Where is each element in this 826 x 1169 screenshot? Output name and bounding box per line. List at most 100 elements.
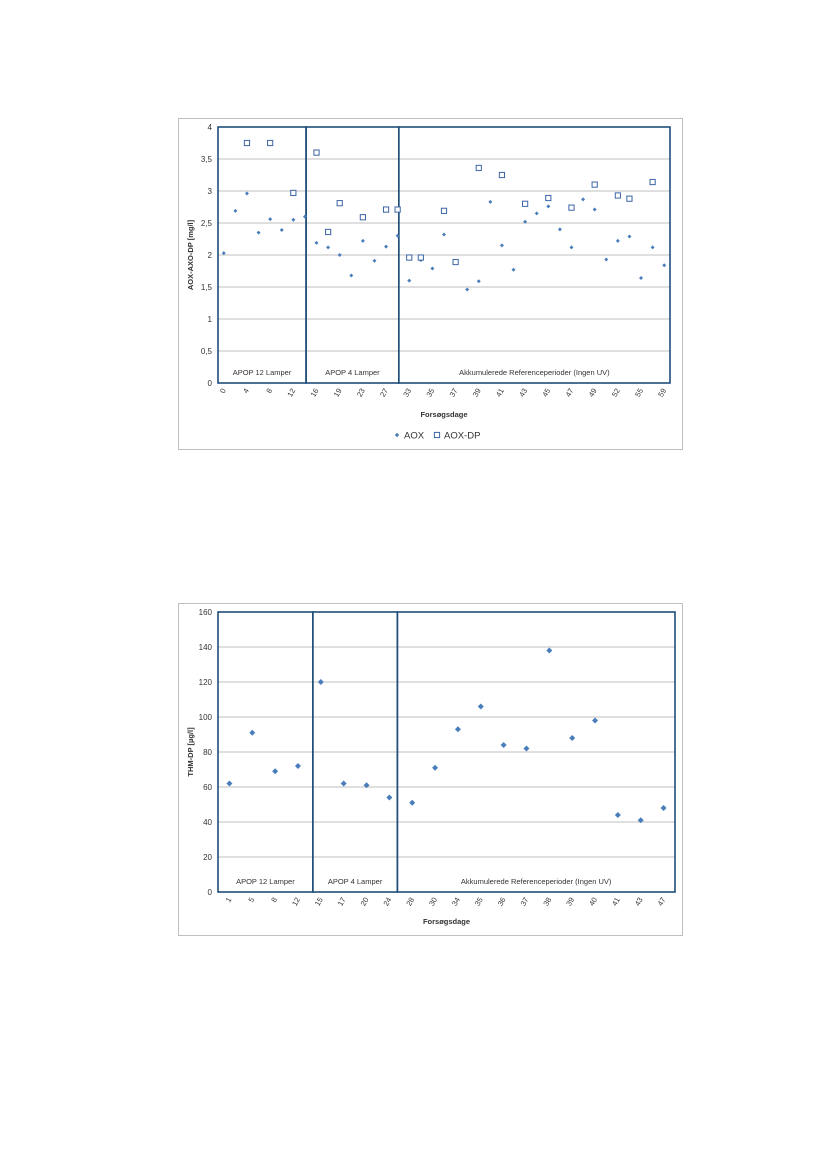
- legend-marker-aox-dp: [433, 431, 441, 439]
- data-point-aox: [569, 245, 574, 250]
- legend-label: AOX-DP: [444, 431, 480, 442]
- region-label: Akkumulerede Referenceperioder (Ingen UV…: [459, 368, 610, 377]
- x-tick-label: 43: [633, 896, 645, 908]
- data-point-thm-dp: [363, 782, 370, 789]
- data-point-aox: [511, 267, 516, 272]
- data-point-aox: [302, 214, 307, 219]
- legend-label: AOX: [404, 431, 425, 442]
- data-point-thm-dp: [477, 703, 484, 710]
- y-tick-label: 1: [208, 315, 213, 324]
- y-tick-label: 60: [203, 783, 212, 792]
- data-point-aox-dp: [406, 254, 413, 261]
- data-point-aox: [326, 245, 331, 250]
- data-point-aox-dp: [545, 194, 552, 202]
- data-point-aox: [546, 204, 551, 209]
- x-tick-label: 59: [656, 387, 668, 399]
- region-box: [396, 611, 676, 893]
- x-tick-label: 16: [309, 387, 321, 399]
- region-label: APOP 4 Lamper: [328, 877, 383, 886]
- region-label: APOP 12 Lamper: [233, 368, 292, 377]
- x-tick-label: 47: [656, 896, 668, 908]
- y-tick-label: 120: [199, 678, 213, 687]
- x-tick-label: 17: [336, 896, 348, 908]
- data-point-aox: [337, 253, 342, 257]
- x-tick-label: 34: [450, 896, 462, 908]
- data-point-aox-dp: [336, 200, 343, 207]
- x-tick-label: 41: [494, 387, 506, 399]
- legend: AOX AOX-DP: [394, 431, 480, 442]
- data-point-aox: [476, 279, 481, 284]
- data-point-aox-dp: [568, 204, 575, 211]
- data-point-thm-dp: [614, 812, 621, 818]
- y-tick-label: 0: [208, 379, 213, 388]
- data-point-aox: [279, 228, 284, 233]
- data-point-aox: [627, 234, 632, 239]
- x-tick-label: 15: [313, 896, 325, 908]
- data-point-thm-dp: [660, 805, 667, 811]
- x-tick-label: 33: [401, 387, 413, 399]
- aox-chart-svg: 0 0,5 1 1,5 2 2,5 3 3,5 4 APOP 12 Lamper APOP 4 La…: [186, 123, 671, 442]
- y-tick-label: 100: [199, 713, 213, 722]
- data-point-aox-dp: [394, 206, 401, 213]
- data-point-aox-dp: [325, 228, 332, 236]
- y-tick-label: 3: [208, 187, 213, 196]
- data-point-aox-dp: [359, 214, 366, 221]
- data-point-aox: [233, 208, 238, 213]
- x-tick-label: 30: [427, 896, 439, 908]
- y-axis-title: THM-DP [µg/l]: [186, 727, 195, 777]
- data-point-thm-dp: [500, 742, 507, 748]
- x-tick-label: 40: [587, 896, 599, 908]
- data-point-aox: [442, 232, 446, 237]
- data-point-aox-dp: [313, 149, 320, 156]
- x-tick-label: 8: [264, 387, 274, 395]
- data-point-thm-dp: [340, 780, 347, 787]
- data-point-aox: [430, 266, 435, 271]
- data-point-aox-dp: [522, 200, 529, 207]
- thm-chart: 0 20 40 60 80 100 120 140 160 APOP 12 Lamper APOP …: [178, 603, 683, 936]
- data-point-aox: [662, 263, 667, 268]
- y-tick-label: 0: [208, 888, 213, 897]
- y-tick-label: 2,5: [201, 219, 213, 228]
- data-point-aox: [523, 219, 528, 224]
- data-point-aox-dp: [498, 171, 506, 179]
- data-point-aox-dp: [243, 139, 251, 147]
- data-point-thm-dp: [569, 735, 576, 741]
- data-point-thm-dp: [546, 647, 553, 654]
- x-tick-label: 20: [359, 896, 371, 908]
- data-point-aox-dp: [452, 258, 459, 266]
- data-point-thm-dp: [226, 780, 233, 787]
- y-tick-label: 140: [199, 643, 213, 652]
- y-tick-label: 0,5: [201, 347, 213, 356]
- data-point-aox: [499, 243, 504, 248]
- data-point-aox-dp: [591, 181, 598, 188]
- data-point-aox: [615, 238, 620, 243]
- x-tick-label: 27: [378, 387, 390, 399]
- x-tick-label: 8: [269, 896, 279, 904]
- data-point-aox: [268, 217, 273, 222]
- data-point-aox: [407, 278, 412, 283]
- data-point-aox-dp: [626, 195, 633, 202]
- data-point-thm-dp: [637, 817, 644, 824]
- y-tick-label: 2: [208, 251, 213, 260]
- data-point-thm-dp: [432, 764, 439, 771]
- x-tick-label: 43: [517, 387, 529, 399]
- x-tick-label: 39: [564, 896, 576, 908]
- data-point-aox: [360, 238, 365, 243]
- data-point-aox-dp: [475, 164, 482, 172]
- y-tick-label: 40: [203, 818, 212, 827]
- x-tick-label: 24: [381, 896, 393, 908]
- data-point-thm-dp: [523, 745, 530, 752]
- region-label: APOP 4 Lamper: [325, 368, 380, 377]
- x-tick-label: 12: [285, 387, 297, 399]
- x-tick-label: 39: [471, 387, 483, 399]
- data-point-aox-dp: [382, 206, 390, 213]
- data-point-thm-dp: [272, 768, 279, 775]
- y-tick-label: 4: [208, 123, 213, 132]
- y-axis-title: AOX-AXO-DP [mg/l]: [186, 219, 195, 290]
- x-tick-label: 4: [241, 387, 251, 395]
- x-axis-title: Forsøgsdage: [420, 410, 467, 419]
- data-point-thm-dp: [249, 729, 256, 736]
- x-tick-label: 41: [610, 896, 622, 908]
- x-tick-label: 55: [633, 387, 645, 399]
